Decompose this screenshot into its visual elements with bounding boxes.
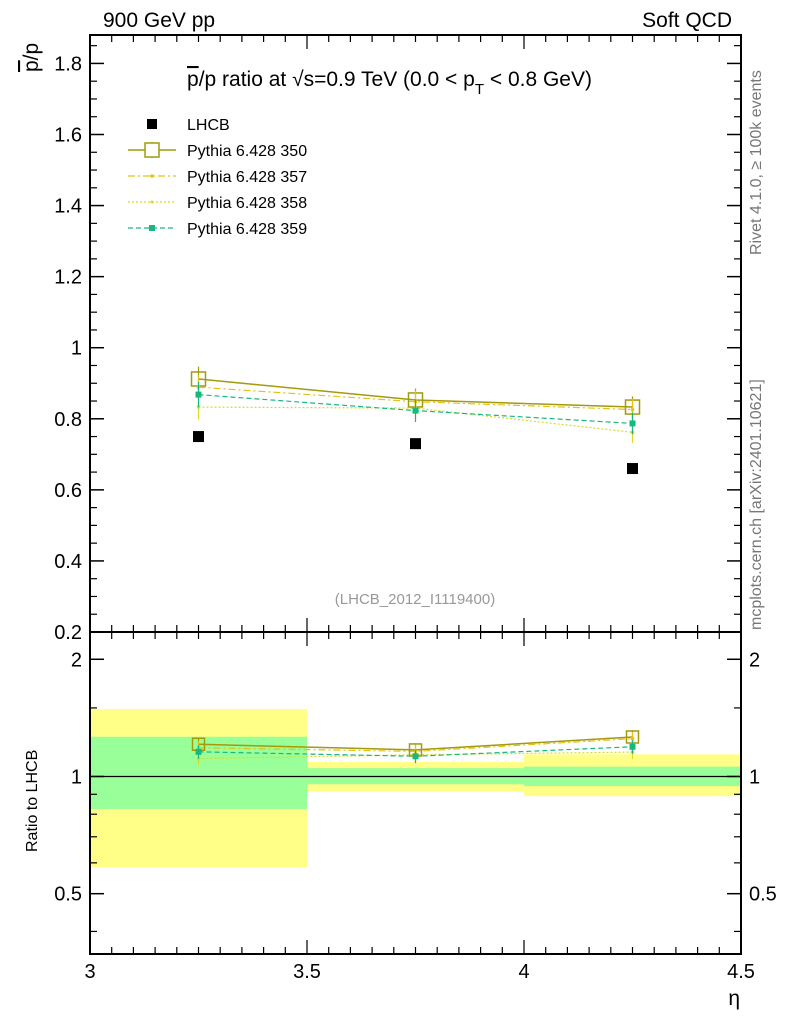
rivet-label: Rivet 4.1.0, ≥ 100k events (748, 70, 765, 255)
legend: LHCB Pythia 6.428 350 Pythia 6.428 357 P… (128, 117, 307, 238)
legend-marker-lhcb (147, 119, 157, 129)
ylabel-rest: /p (20, 43, 43, 61)
title-rest1: =0.9 TeV (0.0 < p (314, 68, 475, 91)
legend-label-357: Pythia 6.428 357 (187, 169, 307, 186)
xtick-label: 4.5 (727, 961, 755, 983)
title-sub: T (475, 81, 484, 98)
ratio-panel: 0.5 0.5 1 1 2 2 3 3.5 4 4.5 Ratio to LHCB η (24, 631, 777, 1010)
main-panel: 0.2 0.4 0.6 0.8 1 1.2 1.4 1.6 1.8 p/p ratio at √… (20, 34, 742, 644)
legend-label-359: Pythia 6.428 359 (187, 221, 307, 238)
main-ytick-label: 0.8 (54, 409, 82, 431)
legend-marker-350 (144, 142, 160, 158)
ratio-line-357 (198, 738, 633, 752)
point-359 (629, 420, 636, 427)
ratio-ytick-label-left: 2 (71, 649, 82, 671)
main-ytick-label: 1.4 (54, 196, 82, 218)
ratio-ytick-label-right: 0.5 (749, 884, 777, 906)
point-359 (195, 391, 202, 398)
xtick-label: 3.5 (293, 961, 321, 983)
ratio-ytick-label-left: 0.5 (54, 884, 82, 906)
ratio-ytick-label-left: 1 (71, 766, 82, 788)
legend-label-lhcb: LHCB (187, 117, 230, 134)
main-ytick-label: 0.6 (54, 480, 82, 502)
ratio-ytick-label-right: 2 (749, 649, 760, 671)
xaxis-label: η (728, 987, 740, 1010)
header-right: Soft QCD (642, 9, 732, 32)
xtick-label: 3 (84, 961, 95, 983)
xtick-label: 4 (518, 961, 529, 983)
legend-marker-359 (149, 225, 155, 231)
legend-label-350: Pythia 6.428 350 (187, 143, 307, 160)
ratio-point-357 (630, 736, 635, 741)
legend-label-358: Pythia 6.428 358 (187, 195, 307, 212)
title-pbar: p (187, 68, 199, 91)
main-ytick-label: 0.2 (54, 622, 82, 644)
main-ytick-label: 0.4 (54, 551, 82, 573)
main-ytick-label: 1.2 (54, 267, 82, 289)
title-mid: /p ratio at (199, 68, 292, 91)
ratio-point-359 (412, 753, 419, 760)
main-ytick-label: 1.6 (54, 125, 82, 147)
legend-marker-358 (150, 200, 154, 204)
point-lhcb (193, 431, 204, 443)
ratio-ylabel: Ratio to LHCB (24, 750, 41, 852)
ratio-point-359 (195, 748, 202, 755)
series-line-357 (198, 386, 633, 411)
analysis-watermark: (LHCB_2012_I1119400) (335, 591, 495, 608)
header-left: 900 GeV pp (103, 9, 215, 32)
legend-marker-357 (150, 174, 154, 178)
ylabel-pbar: p (20, 60, 43, 72)
point-lhcb (627, 463, 638, 475)
ratio-ytick-label-right: 1 (749, 766, 760, 788)
point-358 (196, 405, 201, 409)
point-357 (630, 407, 635, 412)
main-ytick-label: 1 (71, 338, 82, 360)
point-359 (412, 407, 419, 414)
main-ytick-label: 1.8 (54, 53, 82, 75)
plot-title: p/p ratio at √s=0.9 TeV (0.0 < pT < 0.8 … (187, 68, 592, 98)
title-sqrt: √s (292, 68, 314, 91)
ratio-point-359 (629, 743, 636, 750)
mcplots-label: mcplots.cern.ch [arXiv:2401.10621] (748, 379, 765, 630)
title-rest2: < 0.8 GeV) (484, 68, 592, 91)
main-ylabel: p/p (20, 43, 43, 72)
point-lhcb (410, 438, 421, 450)
